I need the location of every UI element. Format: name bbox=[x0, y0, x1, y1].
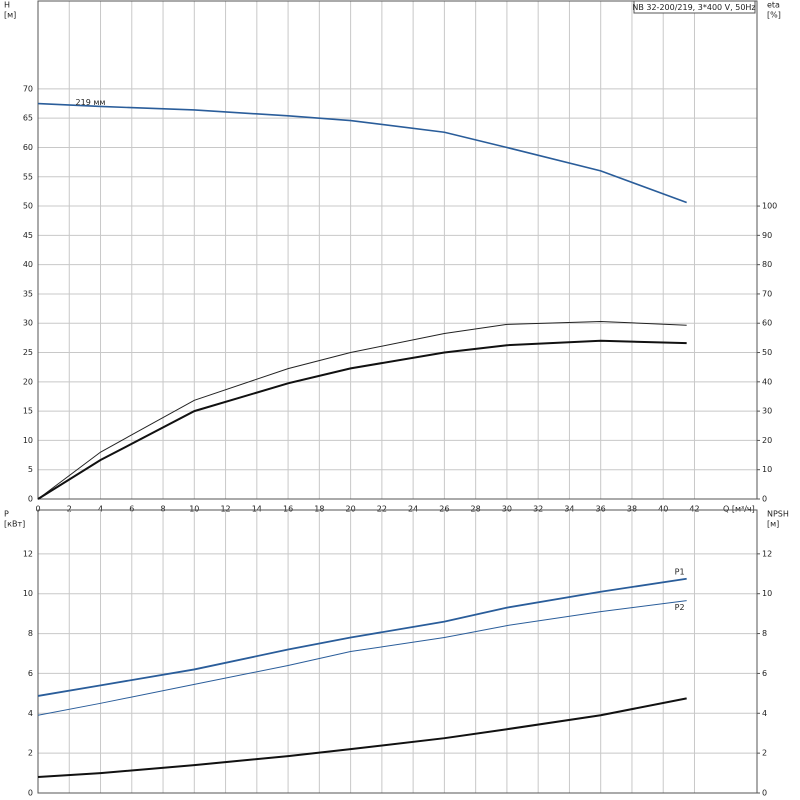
y2-tick-label: 60 bbox=[762, 319, 772, 328]
plot-frame bbox=[37, 0, 758, 500]
y2-tick-label: 6 bbox=[762, 669, 767, 678]
y-tick-label: 0 bbox=[28, 789, 33, 798]
y-tick-label: 10 bbox=[23, 589, 33, 598]
x-axis-label: Q [м³/ч] bbox=[723, 505, 755, 514]
y-tick-label: 0 bbox=[28, 495, 33, 504]
x-tick-label: 42 bbox=[689, 505, 699, 514]
x-tick-label: 14 bbox=[252, 505, 262, 514]
y2-tick-label: 40 bbox=[762, 377, 772, 386]
x-tick-label: 26 bbox=[439, 505, 449, 514]
y2-tick-label: 90 bbox=[762, 231, 772, 240]
curve bbox=[37, 600, 687, 716]
y-tick-label: 4 bbox=[28, 709, 33, 718]
curve bbox=[37, 102, 687, 204]
y2-tick-label: 10 bbox=[762, 465, 772, 474]
curve bbox=[37, 339, 687, 500]
x-tick-label: 2 bbox=[67, 505, 72, 514]
x-tick-label: 24 bbox=[408, 505, 418, 514]
x-tick-label: 8 bbox=[160, 505, 165, 514]
chart-title: NB 32-200/219, 3*400 V, 50Hz bbox=[632, 3, 755, 12]
y-tick-label: 45 bbox=[23, 231, 33, 240]
x-tick-label: 36 bbox=[596, 505, 606, 514]
curve bbox=[37, 577, 687, 697]
curve-label: P1 bbox=[675, 567, 685, 576]
x-tick-label: 34 bbox=[564, 505, 574, 514]
y2-tick-label: 100 bbox=[762, 202, 777, 211]
x-tick-label: 0 bbox=[35, 505, 40, 514]
y-tick-label: 8 bbox=[28, 629, 33, 638]
y2-tick-label: 2 bbox=[762, 749, 767, 758]
x-tick-label: 22 bbox=[377, 505, 387, 514]
y-axis-unit: [кВт] bbox=[4, 520, 25, 529]
y-tick-label: 15 bbox=[23, 407, 33, 416]
x-tick-label: 20 bbox=[346, 505, 356, 514]
y-axis-unit: [м] bbox=[4, 11, 16, 20]
x-tick-label: 38 bbox=[627, 505, 637, 514]
y-tick-label: 20 bbox=[23, 377, 33, 386]
y2-axis-label: NPSH bbox=[767, 510, 789, 519]
x-tick-label: 12 bbox=[220, 505, 230, 514]
curve-label: P2 bbox=[675, 603, 685, 612]
y-tick-label: 60 bbox=[23, 143, 33, 152]
x-tick-label: 16 bbox=[283, 505, 293, 514]
y2-tick-label: 0 bbox=[762, 789, 767, 798]
y2-axis-unit: [м] bbox=[767, 520, 779, 529]
y2-tick-label: 20 bbox=[762, 436, 772, 445]
y2-axis-unit: [%] bbox=[767, 11, 781, 20]
y-tick-label: 5 bbox=[28, 465, 33, 474]
curve bbox=[37, 697, 687, 779]
y2-tick-label: 30 bbox=[762, 407, 772, 416]
y2-tick-label: 4 bbox=[762, 709, 767, 718]
plot-frame bbox=[37, 509, 758, 794]
y2-tick-label: 12 bbox=[762, 549, 772, 558]
x-tick-label: 40 bbox=[658, 505, 668, 514]
y-tick-label: 6 bbox=[28, 669, 33, 678]
y2-tick-label: 8 bbox=[762, 629, 767, 638]
x-tick-label: 30 bbox=[502, 505, 512, 514]
y-tick-label: 35 bbox=[23, 289, 33, 298]
x-tick-label: 6 bbox=[129, 505, 134, 514]
curve bbox=[37, 320, 687, 500]
y2-tick-label: 70 bbox=[762, 289, 772, 298]
x-tick-label: 28 bbox=[471, 505, 481, 514]
y-tick-label: 65 bbox=[23, 114, 33, 123]
y-tick-label: 2 bbox=[28, 749, 33, 758]
y2-tick-label: 0 bbox=[762, 495, 767, 504]
x-tick-label: 32 bbox=[533, 505, 543, 514]
y-tick-label: 55 bbox=[23, 172, 33, 181]
y-axis-label: P bbox=[4, 510, 9, 519]
y-tick-label: 25 bbox=[23, 348, 33, 357]
y2-tick-label: 50 bbox=[762, 348, 772, 357]
x-tick-label: 4 bbox=[98, 505, 103, 514]
x-tick-label: 10 bbox=[189, 505, 199, 514]
y-axis-label: H bbox=[4, 1, 10, 10]
y-tick-label: 30 bbox=[23, 319, 33, 328]
y-tick-label: 12 bbox=[23, 549, 33, 558]
y-tick-label: 50 bbox=[23, 202, 33, 211]
y-tick-label: 70 bbox=[23, 84, 33, 93]
y-tick-label: 10 bbox=[23, 436, 33, 445]
y2-axis-label: eta bbox=[767, 1, 780, 10]
y-tick-label: 40 bbox=[23, 260, 33, 269]
y2-tick-label: 80 bbox=[762, 260, 772, 269]
y2-tick-label: 10 bbox=[762, 589, 772, 598]
x-tick-label: 18 bbox=[314, 505, 324, 514]
curve-label: 219 мм bbox=[76, 98, 106, 107]
title-box bbox=[633, 0, 756, 14]
